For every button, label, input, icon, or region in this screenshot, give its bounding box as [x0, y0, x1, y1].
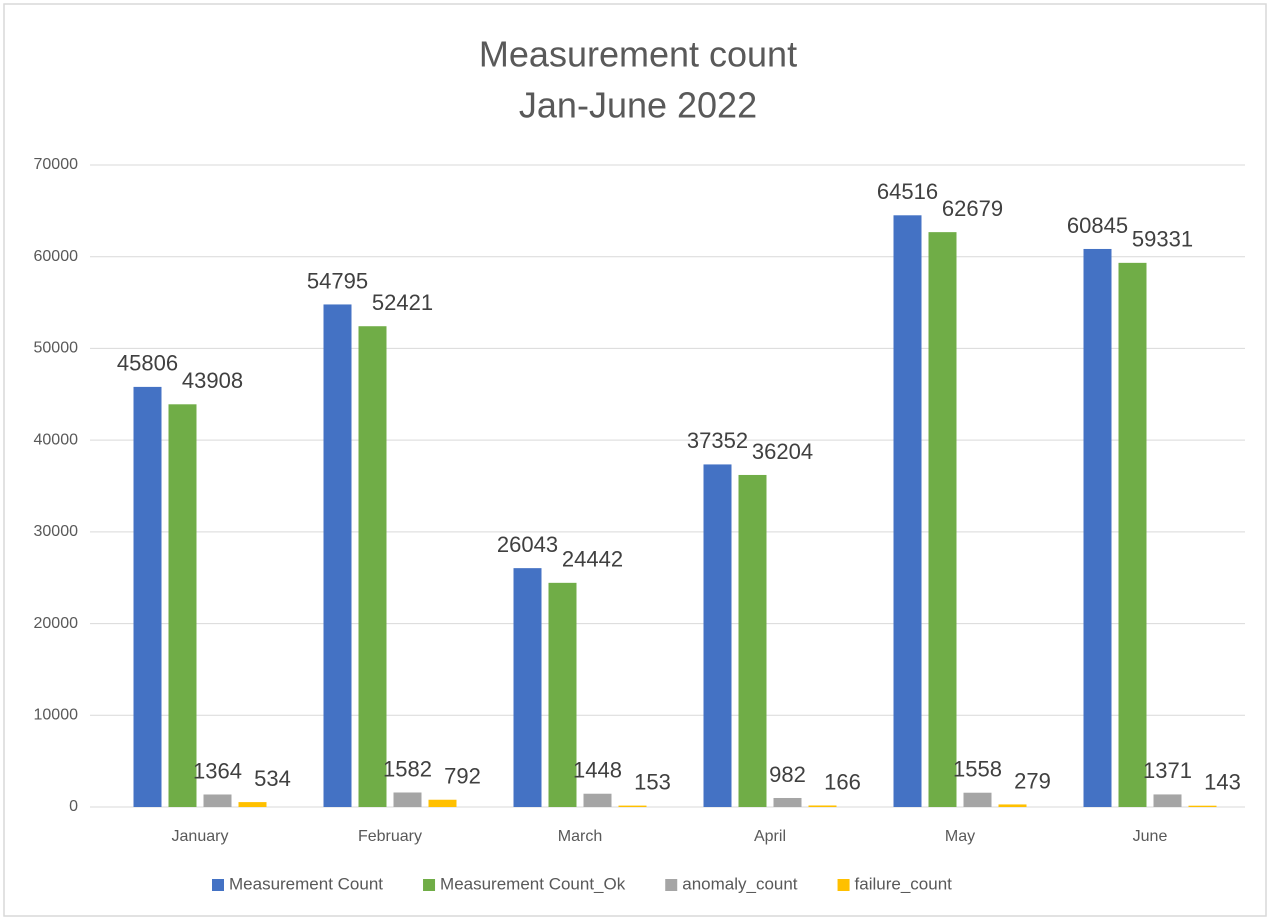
legend-label: Measurement Count: [229, 874, 383, 893]
x-tick-label: February: [358, 828, 422, 845]
data-label: 24442: [562, 547, 623, 572]
legend-swatch: [665, 879, 678, 891]
x-tick-label: June: [1133, 828, 1168, 845]
chart-subtitle: Jan-June 2022: [519, 85, 757, 126]
y-tick-label: 20000: [34, 615, 79, 632]
y-tick-label: 0: [69, 798, 78, 815]
legend-label: failure_count: [855, 874, 953, 893]
data-label: 62679: [942, 196, 1003, 221]
data-label: 36204: [752, 439, 813, 464]
bar: [808, 805, 837, 807]
bar: [703, 464, 732, 807]
data-label: 153: [634, 769, 671, 794]
data-label: 534: [254, 766, 291, 791]
bar: [238, 802, 267, 807]
legend-label: Measurement Count_Ok: [440, 874, 626, 893]
legend-swatch: [423, 879, 436, 891]
data-label: 279: [1014, 768, 1051, 793]
bar: [618, 805, 647, 807]
data-label: 45806: [117, 351, 178, 376]
bar: [203, 794, 232, 807]
bar: [1118, 262, 1147, 807]
bar: [323, 304, 352, 807]
legend-swatch: [212, 879, 224, 891]
data-label: 982: [769, 762, 806, 787]
data-label: 1448: [573, 758, 622, 783]
data-label: 60845: [1067, 213, 1128, 238]
bar: [583, 793, 612, 807]
bar: [928, 232, 957, 807]
data-label: 143: [1204, 770, 1241, 795]
bar: [393, 792, 422, 807]
data-label: 1364: [193, 758, 242, 783]
y-tick-label: 40000: [34, 431, 79, 448]
data-label: 52421: [372, 290, 433, 315]
bar: [358, 326, 387, 807]
x-tick-label: May: [945, 828, 975, 845]
x-tick-label: January: [172, 828, 229, 845]
bar: [963, 792, 992, 807]
y-tick-label: 50000: [34, 340, 79, 357]
bar: [428, 799, 457, 807]
data-label: 26043: [497, 532, 558, 557]
data-label: 1582: [383, 756, 432, 781]
bar: [1083, 248, 1112, 808]
data-label: 792: [444, 764, 481, 789]
bar: [133, 386, 162, 807]
bar: [1153, 794, 1182, 807]
y-tick-label: 30000: [34, 523, 79, 540]
data-label: 1558: [953, 757, 1002, 782]
bar: [548, 582, 577, 807]
y-tick-label: 10000: [34, 707, 79, 724]
data-label: 37352: [687, 428, 748, 453]
bar: [513, 568, 542, 807]
x-tick-label: March: [558, 828, 602, 845]
data-label: 59331: [1132, 227, 1193, 252]
y-tick-label: 60000: [34, 248, 79, 265]
data-label: 64516: [877, 179, 938, 204]
data-label: 1371: [1143, 758, 1192, 783]
data-label: 43908: [182, 368, 243, 393]
bar: [738, 474, 767, 807]
data-label: 166: [824, 769, 861, 794]
bar: [773, 797, 802, 807]
bar: [1188, 805, 1217, 807]
chart-frame: [3, 3, 1267, 917]
x-tick-label: April: [754, 828, 786, 845]
y-tick-label: 70000: [34, 156, 79, 173]
data-label: 54795: [307, 268, 368, 293]
bar: [893, 215, 922, 807]
legend-swatch: [837, 879, 850, 891]
chart-title: Measurement count: [479, 34, 797, 75]
bar: [168, 404, 197, 807]
legend-label: anomaly_count: [682, 874, 798, 893]
bar: [998, 804, 1027, 807]
